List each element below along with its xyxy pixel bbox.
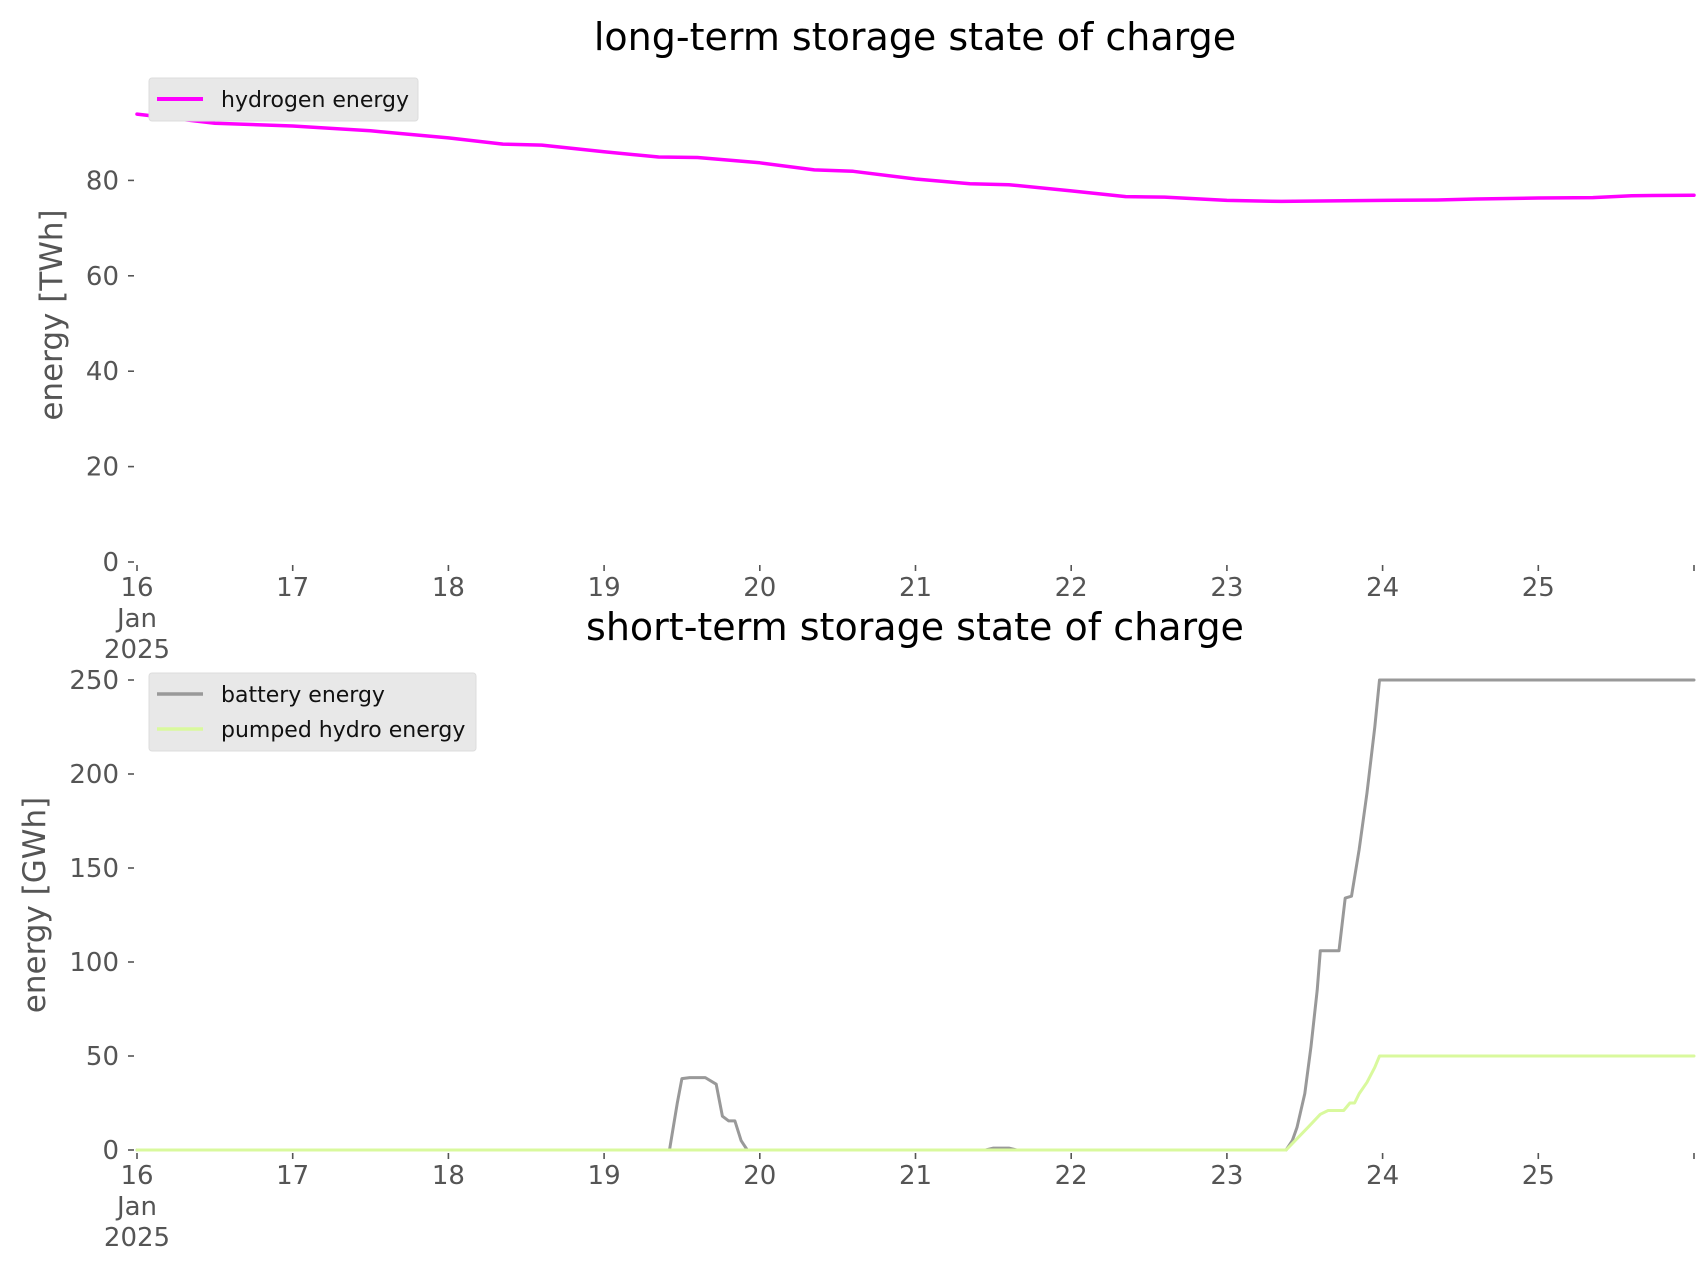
legend: battery energy pumped hydro energy (148, 672, 477, 752)
x-tick-label: 20 (743, 573, 776, 603)
x-tick-label: 23 (1210, 1161, 1243, 1191)
y-tick-label: 250 (69, 666, 119, 696)
x-tick-label: 25 (1522, 573, 1555, 603)
x-tick-label: 22 (1055, 573, 1088, 603)
y-tick-label: 20 (86, 453, 119, 483)
x-tick-label: 24 (1366, 1161, 1399, 1191)
y-axis-label: energy [GWh] (17, 797, 53, 1013)
legend-box (148, 672, 477, 752)
y-tick-label: 200 (69, 760, 119, 790)
x-axis-ticks: 16 Jan 2025 17 18 19 20 21 22 23 24 25 (104, 565, 1695, 665)
y-tick-label: 50 (86, 1042, 119, 1072)
x-tick-label: 16 Jan 2025 (104, 573, 170, 665)
x-tick-label: 23 (1210, 573, 1243, 603)
x-tick-label: 20 (743, 1161, 776, 1191)
legend-label: battery energy (221, 683, 385, 708)
y-tick-label: 150 (69, 854, 119, 884)
long-term-storage-panel: long-term storage state of charge energy… (34, 15, 1696, 665)
series-line-pumped-hydro-energy (135, 1054, 1696, 1152)
x-tick-label: 17 (276, 573, 309, 603)
y-tick-label: 100 (69, 948, 119, 978)
y-axis-ticks: 0 20 40 60 80 (86, 166, 134, 578)
short-term-storage-panel: short-term storage state of charge energ… (17, 605, 1696, 1253)
legend: hydrogen energy (148, 77, 419, 122)
series-line-hydrogen-energy (135, 112, 1696, 204)
x-tick-label: 21 (899, 573, 932, 603)
chart-title: short-term storage state of charge (586, 605, 1244, 649)
y-tick-label: 0 (102, 548, 119, 578)
x-tick-label: 17 (276, 1161, 309, 1191)
x-tick-label: 21 (899, 1161, 932, 1191)
y-axis-ticks: 0 50 100 150 200 250 (69, 666, 134, 1166)
plot-lines (135, 112, 1696, 204)
legend-label: hydrogen energy (221, 88, 409, 113)
chart-title: long-term storage state of charge (594, 15, 1236, 59)
y-axis-label: energy [TWh] (34, 209, 70, 420)
x-tick-label: 24 (1366, 573, 1399, 603)
y-tick-label: 60 (86, 262, 119, 292)
legend-box (148, 77, 419, 122)
x-tick-label: 19 (588, 573, 621, 603)
x-tick-label: 18 (432, 1161, 465, 1191)
y-tick-label: 40 (86, 357, 119, 387)
x-tick-label: 25 (1522, 1161, 1555, 1191)
x-axis-ticks: 16 Jan 2025 17 18 19 20 21 22 23 24 25 (104, 1153, 1695, 1253)
x-tick-label: 16 Jan 2025 (104, 1161, 170, 1253)
x-tick-label: 22 (1055, 1161, 1088, 1191)
x-tick-label: 18 (432, 573, 465, 603)
legend-label: pumped hydro energy (221, 718, 465, 743)
y-tick-label: 0 (102, 1136, 119, 1166)
y-tick-label: 80 (86, 166, 119, 196)
x-tick-label: 19 (588, 1161, 621, 1191)
plot-lines (135, 678, 1696, 1152)
